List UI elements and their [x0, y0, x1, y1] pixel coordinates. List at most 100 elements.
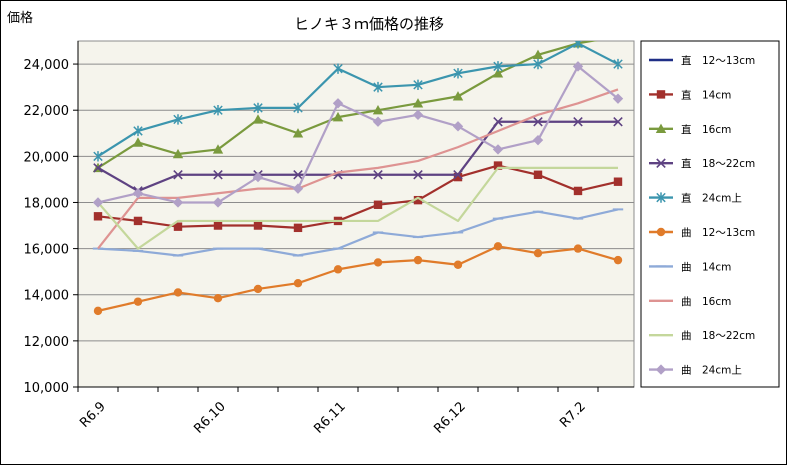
data-point [253, 284, 263, 294]
series [93, 41, 623, 162]
data-point [373, 258, 383, 267]
data-point [373, 81, 383, 93]
data-point [613, 58, 623, 70]
data-point [292, 128, 304, 138]
data-point [413, 79, 423, 91]
legend-label: 直 24cm上 [681, 192, 742, 205]
x-tick-label: R6.11 [311, 399, 348, 436]
x-tick-label: R6.10 [191, 399, 228, 436]
y-axis-label: 価格 [7, 10, 33, 26]
data-point [372, 105, 384, 115]
data-point [332, 98, 344, 109]
data-point [453, 260, 463, 269]
data-point [613, 177, 623, 186]
legend-label: 曲 14cm [681, 261, 731, 273]
x-tick-label: R7.2 [557, 399, 589, 431]
series-line [97, 166, 618, 250]
legend-item: 曲 14cm [649, 261, 731, 273]
data-point [413, 170, 423, 180]
y-tick-label: 14,000 [24, 289, 70, 304]
data-point [172, 197, 184, 208]
series-line [97, 88, 619, 250]
legend-item: 直 18～22cm [649, 157, 755, 170]
data-point [132, 137, 144, 147]
legend-item: 直 12～13cm [649, 54, 755, 67]
data-point [412, 98, 424, 108]
series [92, 61, 624, 208]
legend-item: 曲 24cm上 [649, 364, 742, 377]
data-point [212, 197, 224, 208]
data-point [252, 171, 264, 183]
data-point [373, 170, 383, 180]
data-point [212, 144, 224, 154]
legend-label: 直 12～13cm [681, 54, 755, 67]
data-point [573, 41, 583, 49]
legend-label: 曲 12～13cm [681, 227, 755, 239]
data-point [173, 170, 183, 180]
data-point [655, 364, 667, 375]
legend-label: 直 18～22cm [681, 157, 755, 170]
legend-item: 直 16cm [649, 123, 731, 136]
data-point [573, 186, 583, 196]
series-line [97, 120, 618, 193]
series-line [97, 208, 619, 257]
data-point [93, 306, 103, 316]
data-point [656, 192, 666, 203]
legend-item: 曲 12～13cm [649, 227, 755, 239]
data-point [252, 114, 264, 124]
legend-label: 直 14cm [681, 88, 731, 101]
series [97, 166, 618, 250]
data-point [93, 151, 103, 162]
data-point [613, 255, 623, 265]
data-point [172, 148, 184, 159]
series [97, 88, 619, 250]
legend-label: 曲 24cm上 [681, 365, 742, 377]
data-point [573, 244, 583, 253]
legend-label: 曲 18～22cm [681, 330, 755, 342]
data-point [532, 134, 544, 146]
data-point [293, 223, 303, 233]
data-point [492, 68, 504, 78]
data-point [332, 111, 344, 122]
data-point [213, 221, 223, 230]
series-line [97, 42, 619, 158]
y-tick-label: 22,000 [24, 104, 70, 119]
series-line [97, 65, 619, 204]
data-point [133, 297, 143, 306]
data-point [372, 116, 384, 127]
legend-item: 曲 16cm [649, 296, 731, 308]
data-point [493, 242, 503, 251]
data-point [613, 116, 623, 127]
data-point [333, 63, 343, 74]
y-tick-label: 12,000 [24, 335, 70, 350]
data-point [92, 197, 104, 208]
data-point [213, 293, 223, 303]
data-point [173, 114, 183, 125]
data-point [533, 170, 543, 179]
series [93, 161, 623, 233]
data-point [613, 31, 623, 40]
data-point [493, 61, 503, 72]
legend-item: 直 14cm [649, 88, 731, 101]
y-tick-label: 10,000 [24, 381, 70, 396]
legend-box [640, 40, 780, 388]
data-point [253, 102, 263, 114]
series [92, 208, 624, 257]
data-point [453, 68, 463, 79]
data-point [173, 288, 183, 297]
data-point [532, 49, 544, 60]
series-line [97, 164, 619, 229]
data-point [333, 265, 343, 274]
data-point [93, 212, 103, 221]
data-point [412, 109, 424, 121]
y-tick-label: 16,000 [24, 243, 70, 258]
data-point [133, 125, 143, 137]
data-point [253, 221, 263, 230]
data-point [573, 116, 583, 127]
y-tick-label: 18,000 [24, 196, 70, 211]
series-line [97, 245, 619, 312]
data-point [453, 172, 463, 182]
